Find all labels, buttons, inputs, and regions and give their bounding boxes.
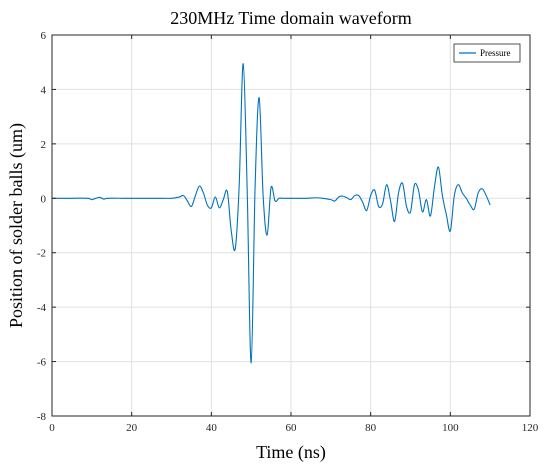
y-tick-label: 4 <box>41 84 47 96</box>
x-tick-label: 40 <box>206 422 218 434</box>
axis-ticks: 0 20 40 60 80 100 120 -8 -6 -4 -2 0 2 4 6 <box>37 30 539 434</box>
legend: Pressure <box>453 43 521 63</box>
y-tick-label: -2 <box>37 248 46 260</box>
x-tick-label: 0 <box>49 422 55 434</box>
x-tick-label: 80 <box>365 422 377 434</box>
x-tick-label: 120 <box>522 422 539 434</box>
legend-label: Pressure <box>480 48 511 58</box>
y-tick-label: -8 <box>37 411 47 423</box>
chart-title: 230MHz Time domain waveform <box>170 8 411 28</box>
series-line-pressure <box>52 63 491 364</box>
y-axis-label: Position of solder balls (um) <box>6 123 27 328</box>
x-axis-label: Time (ns) <box>256 442 326 463</box>
legend-box <box>453 43 521 63</box>
series-layer <box>52 63 491 364</box>
x-tick-label: 60 <box>286 422 298 434</box>
x-tick-label: 20 <box>126 422 138 434</box>
y-tick-label: -6 <box>37 357 47 369</box>
y-tick-label: 2 <box>41 139 47 151</box>
x-tick-label: 100 <box>442 422 459 434</box>
y-tick-label: -4 <box>37 302 47 314</box>
y-tick-label: 6 <box>41 30 47 42</box>
y-tick-label: 0 <box>41 193 47 205</box>
